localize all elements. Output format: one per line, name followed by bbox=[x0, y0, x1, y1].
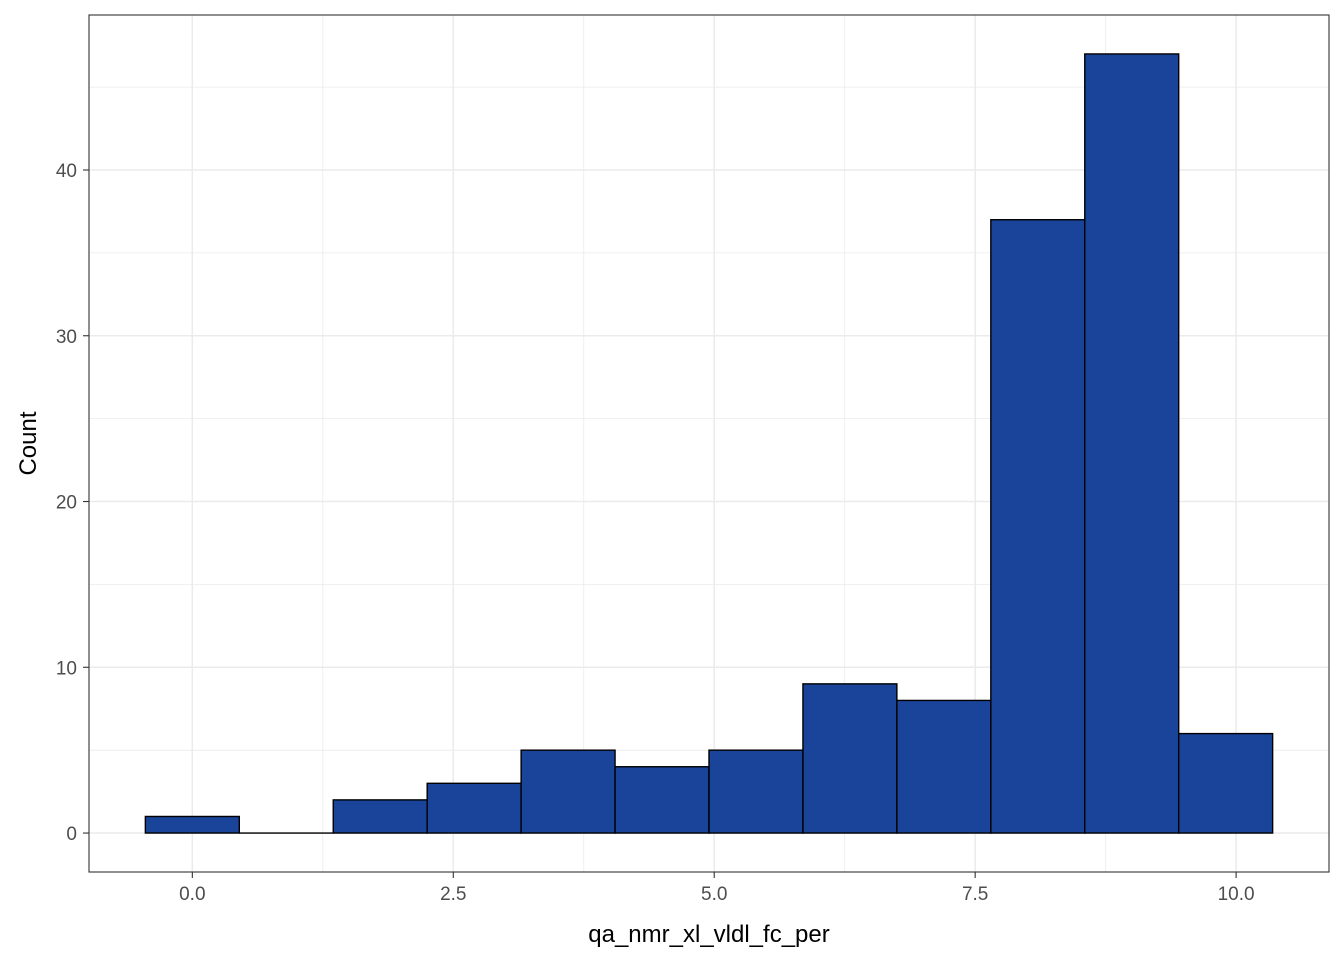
y-axis-title: Count bbox=[15, 411, 42, 475]
histogram-bar bbox=[332, 799, 428, 834]
x-tick-label: 10.0 bbox=[1218, 884, 1255, 905]
x-tick-label: 0.0 bbox=[179, 884, 205, 905]
histogram-bar bbox=[614, 766, 710, 834]
histogram-bars bbox=[144, 53, 1274, 834]
y-tick-label: 10 bbox=[56, 658, 77, 679]
histogram-bar bbox=[990, 219, 1086, 834]
x-tick-label: 7.5 bbox=[962, 884, 988, 905]
histogram-bar bbox=[802, 683, 898, 834]
x-tick-label: 5.0 bbox=[701, 884, 727, 905]
y-tick-label: 0 bbox=[66, 824, 77, 845]
histogram-bar bbox=[896, 699, 992, 834]
x-tick-label: 2.5 bbox=[440, 884, 466, 905]
histogram-bar bbox=[520, 749, 616, 834]
histogram-bar bbox=[1084, 53, 1180, 834]
x-axis-ticks: 0.0 2.5 5.0 7.5 10.0 bbox=[179, 872, 1255, 905]
histogram-bar bbox=[708, 749, 804, 834]
y-tick-label: 30 bbox=[56, 327, 77, 348]
x-axis-title: qa_nmr_xl_vldl_fc_per bbox=[588, 921, 829, 948]
histogram-bar bbox=[1177, 732, 1274, 834]
panel-border bbox=[88, 14, 1330, 873]
y-tick-label: 40 bbox=[56, 161, 77, 182]
y-tick-label: 20 bbox=[56, 493, 77, 514]
y-axis-ticks: 0 10 20 30 40 bbox=[56, 161, 89, 845]
histogram-bar bbox=[426, 782, 522, 834]
histogram-bar bbox=[144, 815, 241, 834]
